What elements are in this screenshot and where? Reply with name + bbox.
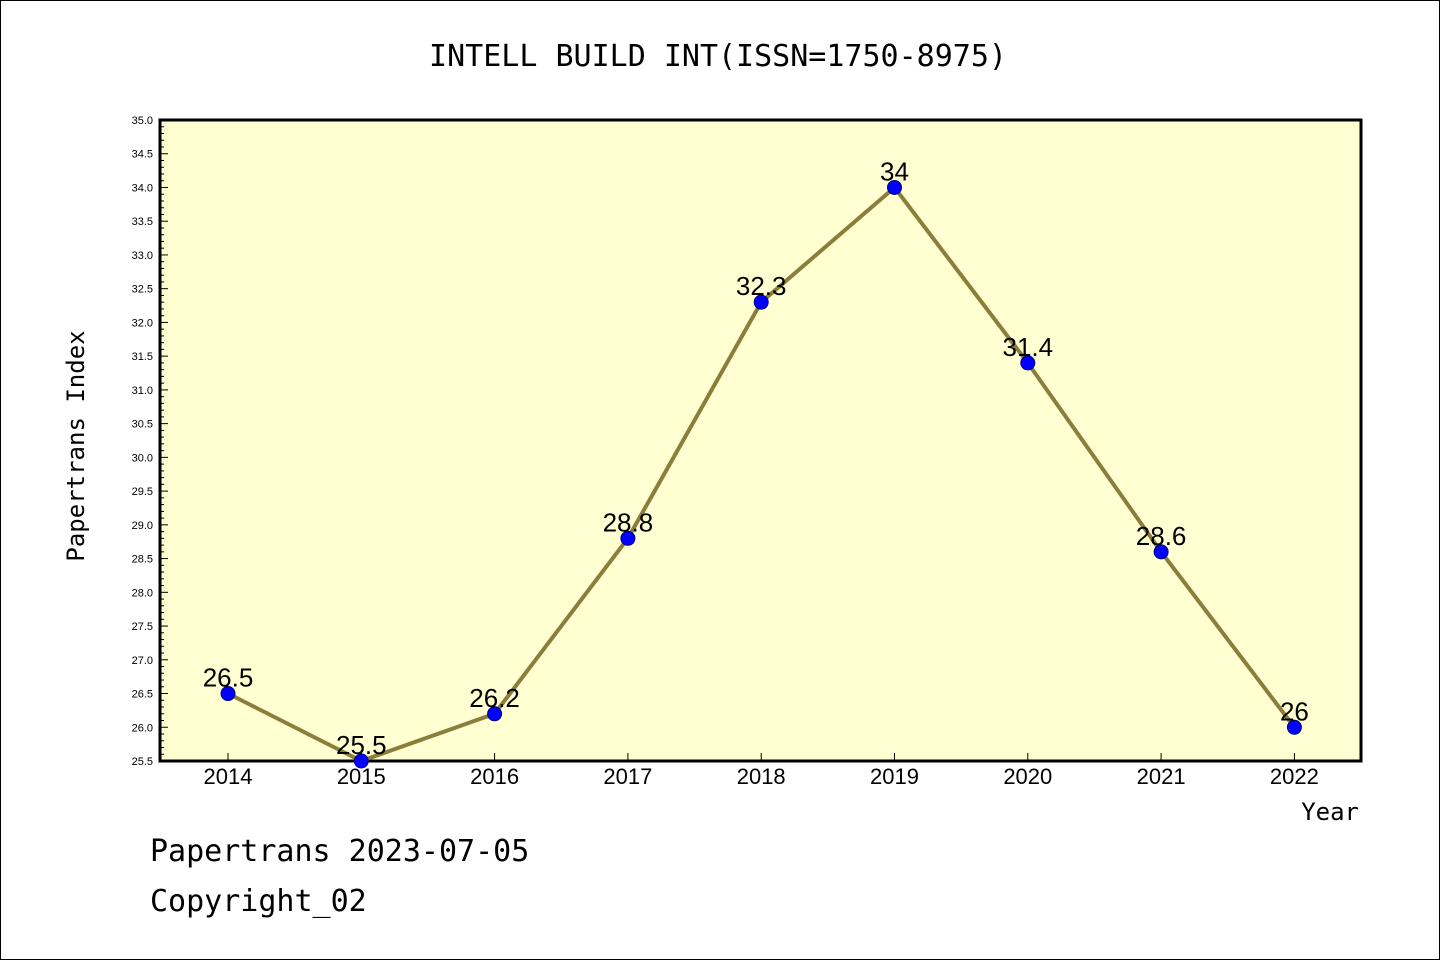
x-tick-label: 2014	[204, 764, 253, 789]
y-tick-label: 26.5	[132, 689, 153, 701]
y-tick-label: 31.0	[132, 385, 153, 397]
y-tick-label: 30.5	[132, 419, 153, 431]
data-label: 26	[1280, 696, 1309, 726]
y-axis-title: Papertrans Index	[62, 330, 90, 561]
y-axis: 25.5 26.0 26.5 27.0 27.5 28.0 28.5 29.0 29.5 30.0…	[132, 115, 168, 768]
x-tick-label: 2021	[1137, 764, 1186, 789]
footer-date-line: Papertrans 2023-07-05	[150, 834, 530, 869]
x-tick-label: 2018	[737, 764, 786, 789]
y-tick-label: 27.5	[132, 621, 153, 633]
data-label: 28.8	[603, 507, 654, 537]
data-label: 26.2	[469, 683, 520, 713]
y-tick-label: 34.0	[132, 182, 153, 194]
data-label: 31.4	[1002, 332, 1053, 362]
y-tick-label: 34.5	[132, 149, 153, 161]
y-tick-label: 26.0	[132, 722, 153, 734]
data-label: 32.3	[736, 271, 787, 301]
x-tick-label: 2022	[1270, 764, 1319, 789]
data-point	[1020, 355, 1036, 371]
data-label: 34	[880, 156, 909, 186]
y-tick-label: 27.0	[132, 655, 153, 667]
data-point	[1286, 719, 1302, 735]
y-tick-label: 32.0	[132, 317, 153, 329]
data-point	[620, 530, 636, 546]
data-point	[753, 294, 769, 310]
y-tick-label: 32.5	[132, 284, 153, 296]
x-axis-title: Year	[1301, 798, 1359, 826]
data-point	[887, 179, 902, 195]
data-point	[1153, 544, 1169, 560]
chart-title: INTELL BUILD INT(ISSN=1750-8975)	[429, 39, 1007, 74]
data-point	[487, 706, 503, 722]
y-tick-label: 30.0	[132, 452, 153, 464]
x-tick-label: 2017	[603, 764, 652, 789]
data-label: 26.5	[203, 663, 254, 693]
y-tick-label: 28.5	[132, 554, 153, 566]
y-tick-label: 31.5	[132, 351, 153, 363]
data-label: 25.5	[336, 730, 387, 760]
data-label: 28.6	[1136, 521, 1187, 551]
series-layer: 26.5 25.5 26.2 28.8 32.3 34 31.4 28.6 26	[203, 156, 1309, 769]
x-tick-label: 2016	[470, 764, 519, 789]
plot-area	[158, 118, 1363, 763]
x-tick-label: 2020	[1003, 764, 1052, 789]
y-tick-label: 29.0	[132, 520, 153, 532]
data-point	[220, 686, 236, 702]
y-tick-label: 25.5	[132, 756, 153, 768]
x-tick-label: 2019	[870, 764, 919, 789]
footer-copyright: Copyright_02	[150, 884, 367, 919]
y-tick-label: 33.5	[132, 216, 153, 228]
y-tick-label: 29.5	[132, 486, 153, 498]
data-point	[353, 753, 369, 769]
y-tick-label: 33.0	[132, 250, 153, 262]
y-tick-label: 28.0	[132, 587, 153, 599]
y-tick-label: 35.0	[132, 115, 153, 127]
